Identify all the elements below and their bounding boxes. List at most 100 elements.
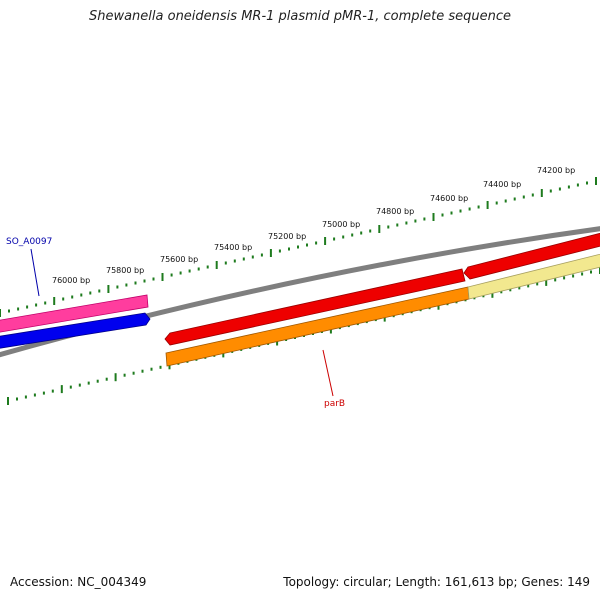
upper-scale-tick xyxy=(53,297,56,305)
upper-scale-tick xyxy=(405,221,408,225)
upper-scale-tick xyxy=(423,217,426,221)
upper-scale-tick xyxy=(125,283,128,287)
lower-scale-tick xyxy=(87,381,90,385)
upper-scale-tick xyxy=(278,249,281,253)
pink-feature[interactable] xyxy=(0,294,149,333)
upper-scale-tick xyxy=(441,213,444,217)
so-a0097-leader xyxy=(30,248,40,297)
upper-scale-tick xyxy=(116,285,119,289)
upper-scale-tick xyxy=(513,197,516,201)
lower-scale-tick xyxy=(150,367,153,371)
upper-scale-tick xyxy=(215,261,218,269)
upper-scale-tick xyxy=(152,277,155,281)
upper-scale-tick xyxy=(8,309,10,313)
upper-scale-tick xyxy=(459,209,462,213)
upper-scale-tick xyxy=(170,273,173,277)
scale-label-75800: 75800 bp xyxy=(106,266,144,275)
lower-scale-tick xyxy=(60,385,63,394)
upper-scale-tick xyxy=(197,267,200,271)
upper-scale-tick xyxy=(0,309,1,317)
upper-scale-tick xyxy=(161,273,164,281)
upper-scale-tick xyxy=(477,205,480,209)
accession-text: Accession: NC_004349 xyxy=(10,575,147,589)
upper-scale-tick xyxy=(387,225,390,229)
lower-scale-tick xyxy=(33,393,36,397)
lower-scale-tick xyxy=(572,274,575,278)
lower-scale-tick xyxy=(24,395,27,399)
upper-scale-tick xyxy=(188,269,191,273)
upper-scale-tick xyxy=(324,237,327,245)
upper-scale-tick xyxy=(351,233,354,237)
upper-scale-tick xyxy=(567,185,570,189)
scale-label-75000: 75000 bp xyxy=(322,220,360,229)
upper-scale-ticks xyxy=(0,177,597,317)
lower-scale-tick xyxy=(132,371,135,375)
upper-scale-tick xyxy=(71,295,74,299)
scale-label-74600: 74600 bp xyxy=(430,194,468,203)
upper-scale-tick xyxy=(35,303,38,307)
upper-scale-tick xyxy=(378,225,381,233)
lower-scale-tick xyxy=(42,391,45,395)
scale-label-74800: 74800 bp xyxy=(376,207,414,216)
upper-scale-tick xyxy=(297,245,299,249)
upper-scale-tick xyxy=(107,285,110,293)
upper-scale-tick xyxy=(80,293,83,297)
upper-scale-tick xyxy=(595,177,597,185)
upper-scale-tick xyxy=(558,187,561,191)
upper-scale-tick xyxy=(251,255,254,259)
lower-scale-tick xyxy=(491,289,494,298)
upper-scale-tick xyxy=(360,231,363,235)
scale-label-74200: 74200 bp xyxy=(537,166,575,175)
upper-scale-tick xyxy=(504,199,507,203)
topology-summary: Topology: circular; Length: 161,613 bp; … xyxy=(283,575,590,589)
scale-label-74400: 74400 bp xyxy=(483,180,521,189)
lower-scale-tick xyxy=(590,270,592,274)
lower-scale-tick xyxy=(16,397,18,401)
lower-scale-tick xyxy=(518,286,521,290)
upper-scale-tick xyxy=(396,223,399,227)
gene-so-a0097[interactable] xyxy=(0,312,151,349)
lower-scale-tick xyxy=(7,397,9,405)
upper-scale-tick xyxy=(260,253,263,257)
upper-scale-tick xyxy=(495,201,498,205)
scale-label-76000: 76000 bp xyxy=(52,276,90,285)
lower-scale-tick xyxy=(554,278,557,282)
lower-scale-tick xyxy=(141,369,144,373)
scale-label-75400: 75400 bp xyxy=(214,243,252,252)
gene-label-so-a0097[interactable]: SO_A0097 xyxy=(6,237,52,247)
upper-scale-tick xyxy=(586,181,588,185)
lower-scale-tick xyxy=(114,373,117,382)
upper-scale-tick xyxy=(414,219,417,223)
scale-label-75600: 75600 bp xyxy=(160,255,198,264)
upper-scale-tick xyxy=(522,195,525,199)
upper-scale-tick xyxy=(224,261,227,265)
upper-scale-tick xyxy=(432,213,435,221)
upper-scale-tick xyxy=(486,201,489,209)
lower-scale-tick xyxy=(536,282,539,286)
lower-scale-tick xyxy=(78,383,81,387)
lower-scale-tick xyxy=(527,284,530,288)
upper-scale-tick xyxy=(369,229,372,233)
upper-scale-tick xyxy=(17,307,20,311)
upper-scale-tick xyxy=(315,241,318,245)
lower-scale-tick xyxy=(159,365,162,369)
upper-scale-tick xyxy=(333,237,336,241)
upper-scale-tick xyxy=(288,247,290,251)
yellow-feature[interactable] xyxy=(467,253,600,300)
lower-scale-tick xyxy=(563,276,566,280)
upper-scale-tick xyxy=(531,193,534,197)
lower-scale-tick xyxy=(581,272,584,276)
lower-scale-tick xyxy=(500,290,503,294)
upper-scale-tick xyxy=(98,289,101,293)
upper-scale-tick xyxy=(540,189,543,197)
red-feature-2[interactable] xyxy=(463,232,600,280)
lower-scale-tick xyxy=(105,377,108,381)
upper-scale-tick xyxy=(44,301,47,305)
red-feature-1[interactable] xyxy=(164,268,466,346)
upper-scale-tick xyxy=(576,183,579,187)
lower-scale-tick xyxy=(96,379,99,383)
gene-label-parb[interactable]: parB xyxy=(324,399,345,409)
upper-scale-tick xyxy=(549,189,552,193)
upper-scale-tick xyxy=(26,305,29,309)
